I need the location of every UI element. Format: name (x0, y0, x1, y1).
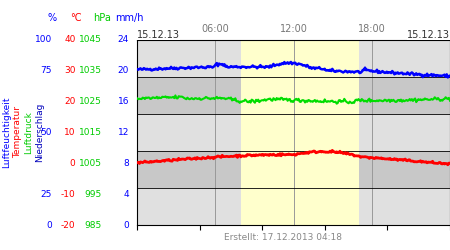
Text: 1025: 1025 (79, 97, 102, 106)
Text: 20: 20 (64, 97, 76, 106)
Text: Luftdruck: Luftdruck (24, 111, 33, 154)
Text: Niederschlag: Niederschlag (35, 103, 44, 162)
Text: %: % (48, 13, 57, 23)
Text: 995: 995 (84, 190, 102, 199)
Text: 25: 25 (41, 190, 52, 199)
Text: 0: 0 (46, 220, 52, 230)
Text: 985: 985 (84, 220, 102, 230)
Text: 10: 10 (64, 128, 76, 137)
Text: 50: 50 (40, 128, 52, 137)
Text: -20: -20 (61, 220, 76, 230)
Bar (137, 40, 450, 77)
Text: 1015: 1015 (79, 128, 102, 137)
Bar (241, 40, 359, 225)
Text: 100: 100 (35, 36, 52, 44)
Text: 15.12.13: 15.12.13 (137, 30, 180, 40)
Text: 0: 0 (123, 220, 129, 230)
Text: 1045: 1045 (79, 36, 102, 44)
Bar (137, 77, 450, 114)
Text: Erstellt: 17.12.2013 04:18: Erstellt: 17.12.2013 04:18 (225, 234, 342, 242)
Text: Luftfeuchtigkeit: Luftfeuchtigkeit (2, 97, 11, 168)
Text: 0: 0 (70, 159, 76, 168)
Bar (137, 188, 450, 225)
Text: 24: 24 (118, 36, 129, 44)
Text: 20: 20 (117, 66, 129, 75)
Text: mm/h: mm/h (115, 13, 143, 23)
Bar (137, 151, 450, 188)
Text: 1005: 1005 (79, 159, 102, 168)
Text: 1035: 1035 (79, 66, 102, 75)
Text: 75: 75 (40, 66, 52, 75)
Text: 16: 16 (117, 97, 129, 106)
Text: 8: 8 (123, 159, 129, 168)
Bar (137, 114, 450, 151)
Text: 15.12.13: 15.12.13 (407, 30, 450, 40)
Text: 12: 12 (117, 128, 129, 137)
Text: -10: -10 (61, 190, 76, 199)
Text: °C: °C (70, 13, 81, 23)
Text: 30: 30 (64, 66, 76, 75)
Text: 40: 40 (64, 36, 76, 44)
Text: 4: 4 (123, 190, 129, 199)
Text: hPa: hPa (93, 13, 111, 23)
Text: Temperatur: Temperatur (14, 106, 22, 158)
